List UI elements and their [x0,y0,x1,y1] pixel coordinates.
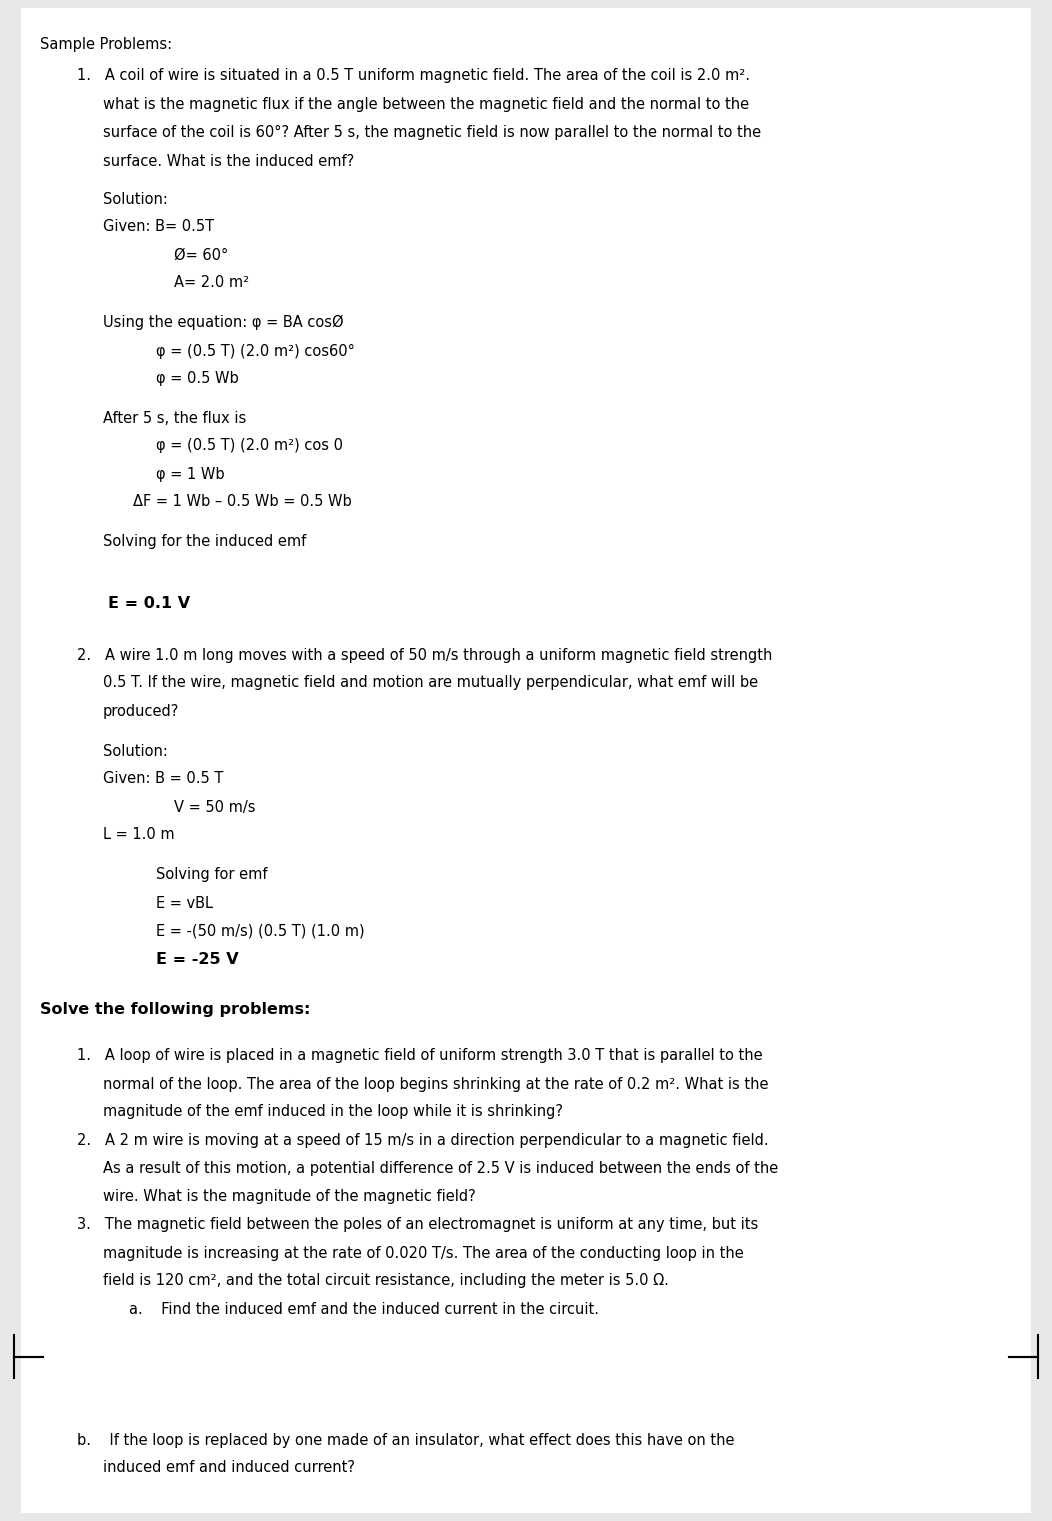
Text: Given: B= 0.5T: Given: B= 0.5T [103,219,215,234]
Text: E = -(50 m/s) (0.5 T) (1.0 m): E = -(50 m/s) (0.5 T) (1.0 m) [156,923,364,938]
Text: b.    If the loop is replaced by one made of an insulator, what effect does this: b. If the loop is replaced by one made o… [77,1433,734,1448]
Text: φ = (0.5 T) (2.0 m²) cos 0: φ = (0.5 T) (2.0 m²) cos 0 [156,438,343,453]
Text: E = -25 V: E = -25 V [156,952,239,967]
Text: Solution:: Solution: [103,192,168,207]
Text: E = 0.1 V: E = 0.1 V [108,596,190,611]
Text: Ø= 60°: Ø= 60° [174,248,228,263]
Text: wire. What is the magnitude of the magnetic field?: wire. What is the magnitude of the magne… [103,1189,476,1205]
Text: surface. What is the induced emf?: surface. What is the induced emf? [103,154,355,169]
Text: 1.   A coil of wire is situated in a 0.5 T uniform magnetic field. The area of t: 1. A coil of wire is situated in a 0.5 T… [77,68,750,84]
Text: φ = (0.5 T) (2.0 m²) cos60°: φ = (0.5 T) (2.0 m²) cos60° [156,344,355,359]
Text: L = 1.0 m: L = 1.0 m [103,827,175,843]
Text: 1.   A loop of wire is placed in a magnetic field of uniform strength 3.0 T that: 1. A loop of wire is placed in a magneti… [77,1048,763,1063]
Text: A= 2.0 m²: A= 2.0 m² [174,275,248,291]
Text: ΔF = 1 Wb – 0.5 Wb = 0.5 Wb: ΔF = 1 Wb – 0.5 Wb = 0.5 Wb [133,494,351,510]
Text: φ = 0.5 Wb: φ = 0.5 Wb [156,371,239,386]
Text: 0.5 T. If the wire, magnetic field and motion are mutually perpendicular, what e: 0.5 T. If the wire, magnetic field and m… [103,675,758,691]
Text: Solving for emf: Solving for emf [156,867,267,882]
Text: magnitude is increasing at the rate of 0.020 T/s. The area of the conducting loo: magnitude is increasing at the rate of 0… [103,1246,744,1261]
Text: field is 120 cm², and the total circuit resistance, including the meter is 5.0 Ω: field is 120 cm², and the total circuit … [103,1273,669,1288]
Text: a.    Find the induced emf and the induced current in the circuit.: a. Find the induced emf and the induced … [129,1302,600,1317]
Text: induced emf and induced current?: induced emf and induced current? [103,1460,356,1475]
Text: Using the equation: φ = BA cosØ: Using the equation: φ = BA cosØ [103,315,344,330]
Text: magnitude of the emf induced in the loop while it is shrinking?: magnitude of the emf induced in the loop… [103,1104,563,1119]
Text: After 5 s, the flux is: After 5 s, the flux is [103,411,246,426]
Text: Sample Problems:: Sample Problems: [40,37,173,52]
Text: 3.   The magnetic field between the poles of an electromagnet is uniform at any : 3. The magnetic field between the poles … [77,1217,758,1232]
Text: Solution:: Solution: [103,744,168,759]
Text: As a result of this motion, a potential difference of 2.5 V is induced between t: As a result of this motion, a potential … [103,1161,778,1176]
Text: surface of the coil is 60°? After 5 s, the magnetic field is now parallel to the: surface of the coil is 60°? After 5 s, t… [103,125,762,140]
Text: produced?: produced? [103,704,180,719]
Text: 2.   A 2 m wire is moving at a speed of 15 m/s in a direction perpendicular to a: 2. A 2 m wire is moving at a speed of 15… [77,1133,768,1148]
Text: Given: B = 0.5 T: Given: B = 0.5 T [103,771,223,786]
Text: 2.   A wire 1.0 m long moves with a speed of 50 m/s through a uniform magnetic f: 2. A wire 1.0 m long moves with a speed … [77,648,772,663]
Text: φ = 1 Wb: φ = 1 Wb [156,467,224,482]
Text: Solving for the induced emf: Solving for the induced emf [103,534,306,549]
Text: what is the magnetic flux if the angle between the magnetic field and the normal: what is the magnetic flux if the angle b… [103,97,749,113]
Text: E = vBL: E = vBL [156,896,213,911]
Text: V = 50 m/s: V = 50 m/s [174,800,255,815]
Text: Solve the following problems:: Solve the following problems: [40,1002,310,1018]
Text: normal of the loop. The area of the loop begins shrinking at the rate of 0.2 m².: normal of the loop. The area of the loop… [103,1077,769,1092]
